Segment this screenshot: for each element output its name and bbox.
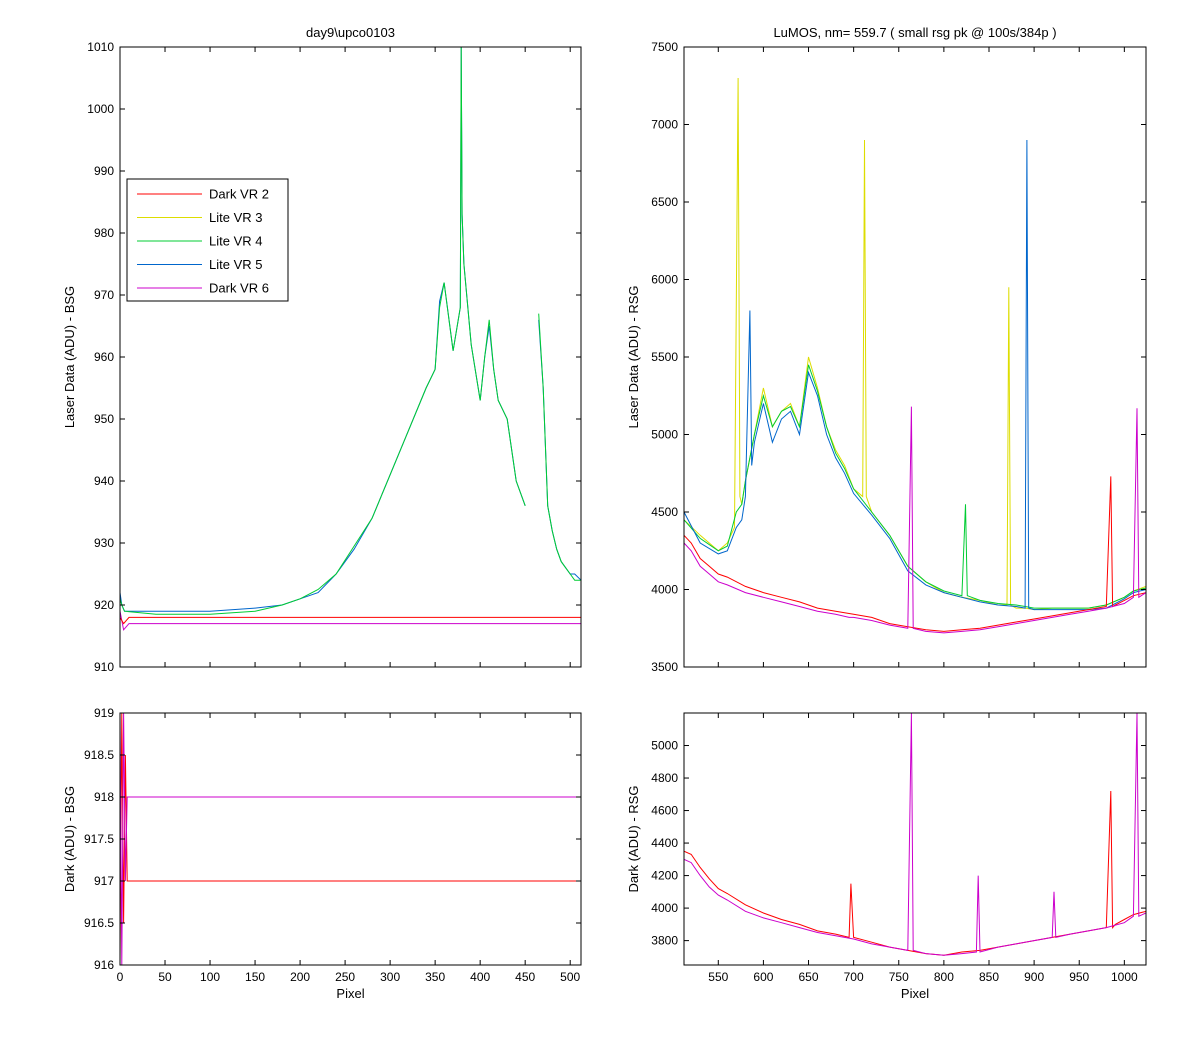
y-tick-label: 7000 bbox=[651, 118, 678, 132]
y-axis-label: Dark (ADU) - BSG bbox=[62, 786, 77, 892]
series-line-lite-vr-4 bbox=[120, 47, 526, 615]
legend-box bbox=[126, 178, 289, 302]
y-tick-label: 6000 bbox=[651, 273, 678, 287]
y-tick-label: 917 bbox=[94, 874, 114, 888]
y-tick-label: 918.5 bbox=[84, 748, 114, 762]
y-tick-label: 910 bbox=[94, 660, 114, 674]
x-tick-label: 200 bbox=[290, 970, 310, 984]
chart-top-right: 3500 4000 4500 5000 5500 6000 6500 7000 7500 LuMO… bbox=[626, 25, 1147, 674]
x-tick-label: 400 bbox=[470, 970, 490, 984]
chart-title: LuMOS, nm= 559.7 ( small rsg pk @ 100s/3… bbox=[773, 25, 1056, 40]
y-tick-label: 917.5 bbox=[84, 832, 114, 846]
y-tick-label: 4400 bbox=[651, 836, 678, 850]
x-tick-label: 300 bbox=[380, 970, 400, 984]
series-line-lite-vr-4 bbox=[684, 364, 1146, 609]
legend-item-dark-vr-2-label: Dark VR 2 bbox=[209, 187, 269, 202]
y-tick-label: 940 bbox=[94, 474, 114, 488]
y-tick-label: 970 bbox=[94, 288, 114, 302]
x-axis-label: Pixel bbox=[336, 986, 364, 1001]
series-line-lite-vr-4 bbox=[538, 313, 581, 581]
x-tick-label: 550 bbox=[708, 970, 728, 984]
x-tick-label: 950 bbox=[1069, 970, 1089, 984]
plot-area bbox=[120, 713, 581, 965]
plot-area bbox=[684, 47, 1146, 667]
x-tick-label: 700 bbox=[844, 970, 864, 984]
y-tick-label: 4000 bbox=[651, 901, 678, 915]
series-group bbox=[684, 77, 1146, 634]
y-tick-label: 990 bbox=[94, 164, 114, 178]
y-tick-label: 7500 bbox=[651, 40, 678, 54]
chart-bottom-left: 0 50 100 150 200 250 300 350 400 450 500 916 916.5 91… bbox=[62, 706, 582, 1001]
series-line-dark-vr-2 bbox=[684, 476, 1146, 632]
y-tick-label: 4800 bbox=[651, 771, 678, 785]
y-tick-label: 950 bbox=[94, 412, 114, 426]
x-tick-label: 600 bbox=[753, 970, 773, 984]
x-axis-label: Pixel bbox=[901, 986, 929, 1001]
y-tick-label: 919 bbox=[94, 706, 114, 720]
y-tick-label: 4000 bbox=[651, 583, 678, 597]
x-tick-label: 350 bbox=[425, 970, 445, 984]
y-tick-label: 3500 bbox=[651, 660, 678, 674]
y-tick-label: 5500 bbox=[651, 350, 678, 364]
y-axis-label: Laser Data (ADU) - RSG bbox=[626, 285, 641, 428]
x-tick-label: 150 bbox=[245, 970, 265, 984]
legend-item-dark-vr-6-label: Dark VR 6 bbox=[209, 281, 269, 296]
chart-title: day9\upco0103 bbox=[306, 25, 395, 40]
legend: Dark VR 2 Lite VR 3 Lite VR 4 Lite VR 5 Dark… bbox=[126, 178, 289, 302]
x-tick-label: 500 bbox=[560, 970, 580, 984]
y-tick-label: 4200 bbox=[651, 869, 678, 883]
x-tick-label: 0 bbox=[117, 970, 124, 984]
y-axis-label: Laser Data (ADU) - BSG bbox=[62, 286, 77, 428]
series-line-dark-vr-6 bbox=[684, 406, 1146, 634]
series-line-dark-vr-6 bbox=[684, 713, 1146, 956]
y-tick-label: 1000 bbox=[87, 102, 114, 116]
chart-top-left: 910 920 930 940 950 960 970 980 990 1000 1010 day9\… bbox=[62, 25, 582, 674]
y-tick-label: 916.5 bbox=[84, 916, 114, 930]
plot-area bbox=[120, 47, 581, 667]
x-tick-label: 50 bbox=[158, 970, 172, 984]
y-tick-label: 1010 bbox=[87, 40, 114, 54]
x-tick-label: 450 bbox=[515, 970, 535, 984]
legend-item-lite-vr-3-label: Lite VR 3 bbox=[209, 210, 262, 225]
y-tick-label: 4600 bbox=[651, 804, 678, 818]
y-tick-label: 980 bbox=[94, 226, 114, 240]
y-tick-label: 930 bbox=[94, 536, 114, 550]
y-tick-label: 5000 bbox=[651, 739, 678, 753]
y-tick-label: 920 bbox=[94, 598, 114, 612]
series-line-lite-vr-5 bbox=[684, 139, 1146, 611]
x-tick-label: 800 bbox=[934, 970, 954, 984]
x-tick-label: 100 bbox=[200, 970, 220, 984]
y-tick-label: 960 bbox=[94, 350, 114, 364]
legend-item-lite-vr-5-label: Lite VR 5 bbox=[209, 257, 262, 272]
x-tick-label: 850 bbox=[979, 970, 999, 984]
y-tick-label: 3800 bbox=[651, 934, 678, 948]
series-line-dark-vr-2 bbox=[120, 616, 581, 625]
axes-box bbox=[683, 712, 1147, 966]
series-line-dark-vr-6 bbox=[120, 611, 581, 631]
series-group bbox=[120, 47, 581, 631]
x-tick-label: 750 bbox=[889, 970, 909, 984]
y-tick-label: 5000 bbox=[651, 428, 678, 442]
x-tick-label: 900 bbox=[1024, 970, 1044, 984]
x-tick-label: 250 bbox=[335, 970, 355, 984]
plot-area bbox=[684, 713, 1146, 965]
y-tick-label: 4500 bbox=[651, 505, 678, 519]
y-tick-label: 918 bbox=[94, 790, 114, 804]
y-tick-label: 6500 bbox=[651, 195, 678, 209]
chart-bottom-right: 550 600 650 700 750 800 850 900 950 1000 3800 4000 4… bbox=[626, 712, 1147, 1001]
x-tick-label: 1000 bbox=[1111, 970, 1138, 984]
y-tick-label: 916 bbox=[94, 958, 114, 972]
series-group bbox=[684, 713, 1146, 956]
x-tick-label: 650 bbox=[799, 970, 819, 984]
legend-item-lite-vr-4-label: Lite VR 4 bbox=[209, 234, 262, 249]
y-axis-label: Dark (ADU) - RSG bbox=[626, 786, 641, 893]
